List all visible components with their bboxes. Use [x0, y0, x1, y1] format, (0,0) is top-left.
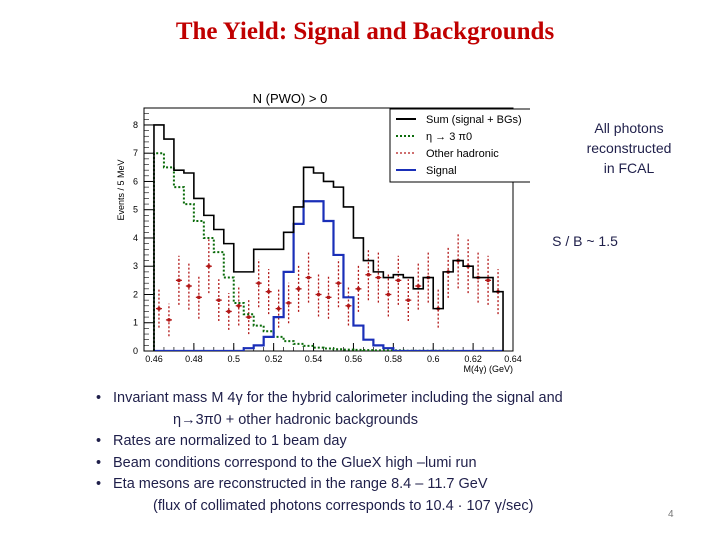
bullet-continuation: (flux of collimated photons corresponds … [153, 497, 534, 514]
chart-title: N (PWO) > 0 [253, 91, 328, 106]
data-point [216, 298, 221, 302]
y-tick-label: 7 [133, 148, 138, 158]
x-tick-label: 0.52 [265, 354, 283, 364]
legend-entry: η → 3 π0 [396, 131, 472, 143]
data-point [386, 292, 391, 297]
x-tick-label: 0.58 [385, 354, 403, 364]
x-axis-label: M(4γ) (GeV) [464, 364, 514, 374]
y-tick-label: 8 [133, 120, 138, 130]
data-point [296, 287, 301, 291]
data-point [336, 281, 341, 285]
series-line [152, 152, 504, 351]
legend-label: Sum (signal + BGs) [426, 114, 522, 126]
data-point [396, 278, 401, 283]
legend-label: η → 3 π0 [426, 131, 472, 143]
data-point [346, 303, 351, 308]
y-tick-label: 3 [133, 261, 138, 271]
data-point [207, 264, 211, 269]
data-point [356, 287, 361, 291]
bullet-text: Eta mesons are reconstructed in the rang… [113, 476, 488, 492]
data-point [326, 295, 331, 300]
data-point [177, 278, 181, 283]
side-note-line: All photons [594, 120, 664, 136]
series-sum-signal-bgs [153, 124, 504, 351]
bullet-item: Invariant mass M 4γ for the hybrid calor… [96, 388, 656, 431]
slide-title: The Yield: Signal and Backgrounds [175, 18, 555, 45]
series-line [153, 200, 504, 351]
x-tick-label: 0.56 [345, 354, 363, 364]
side-note-line: in FCAL [603, 160, 655, 176]
signal-background-ratio: S / B ~ 1.5 [552, 233, 618, 249]
series-line [153, 124, 504, 351]
y-tick-label: 4 [133, 233, 138, 243]
data-point [306, 275, 311, 280]
bullet-item: Eta mesons are reconstructed in the rang… [96, 474, 656, 517]
page-number: 4 [668, 509, 674, 520]
side-note-line: reconstructed [586, 140, 672, 156]
series-signal [153, 200, 504, 351]
data-point [366, 272, 371, 277]
side-note: All photons reconstructed in FCAL [570, 118, 688, 178]
data-point [486, 278, 490, 283]
legend-entry: Other hadronic [396, 148, 499, 160]
data-point [256, 281, 261, 285]
bullet-list: Invariant mass M 4γ for the hybrid calor… [96, 388, 656, 517]
series-other-hadronic [155, 232, 502, 337]
data-point [276, 306, 281, 311]
histogram-chart: 0.46 0.48 0.5 0.52 0.54 0.56 0.58 0.6 0.62 0.64 0 1… [116, 91, 530, 374]
data-point [266, 289, 271, 294]
y-tick-label: 6 [133, 176, 138, 186]
legend-label: Signal [426, 165, 457, 177]
data-point [286, 301, 291, 305]
x-tick-label: 0.62 [464, 354, 482, 364]
x-tick-label: 0.64 [504, 354, 522, 364]
bullet-text: Invariant mass M 4γ for the hybrid calor… [113, 390, 563, 406]
data-point [316, 292, 321, 297]
bullet-item: Beam conditions correspond to the GlueX … [96, 453, 656, 475]
legend-label: Other hadronic [426, 148, 499, 160]
y-tick-label: 1 [133, 318, 138, 328]
plot-frame [143, 107, 514, 352]
bullet-text: Beam conditions correspond to the GlueX … [113, 454, 477, 471]
x-tick-label: 0.6 [427, 354, 440, 364]
bullet-text: Rates are normalized to 1 beam day [113, 433, 347, 449]
bullet-item: Rates are normalized to 1 beam day [96, 431, 656, 453]
bullet-continuation: η→3π0 + other hadronic backgrounds [173, 411, 418, 428]
data-point [406, 298, 411, 302]
data-point [246, 315, 251, 319]
y-axis-label: Events / 5 MeV [116, 159, 126, 220]
data-point [157, 306, 161, 311]
y-tick-label: 0 [133, 346, 138, 356]
y-tick-label: 2 [133, 289, 138, 299]
data-point [187, 284, 191, 288]
data-point [416, 284, 421, 288]
data-point [236, 303, 241, 308]
legend-entry: Signal [396, 165, 457, 177]
x-tick-label: 0.46 [145, 354, 163, 364]
data-point [376, 275, 381, 280]
series-3-0 [152, 152, 504, 351]
y-tick-label: 5 [133, 205, 138, 215]
data-point [167, 318, 171, 322]
x-tick-label: 0.48 [185, 354, 203, 364]
x-tick-label: 0.54 [305, 354, 323, 364]
data-point [197, 295, 201, 300]
legend-entry: Sum (signal + BGs) [396, 114, 522, 126]
data-point [226, 309, 231, 314]
x-tick-label: 0.5 [227, 354, 240, 364]
